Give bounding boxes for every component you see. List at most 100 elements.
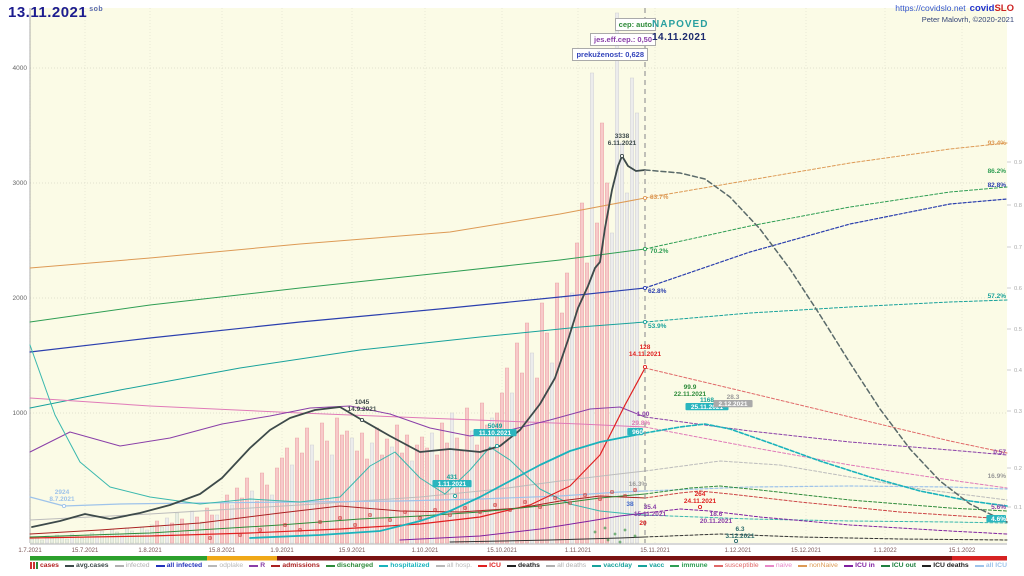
daily-cases-bar xyxy=(350,437,354,544)
daily-cases-bar xyxy=(595,222,599,544)
point-marker xyxy=(452,493,458,499)
point-label: 53.9% xyxy=(648,323,667,330)
brand-logo: covidSLO xyxy=(970,3,1014,14)
series-icu-in xyxy=(399,512,646,541)
legend-item-odplake[interactable]: odplake xyxy=(208,562,243,569)
x-axis-tick: 1.10.2021 xyxy=(412,548,439,554)
series-color-swatch xyxy=(592,564,602,567)
point-label: 6.3 xyxy=(735,526,744,533)
legend-item-susceptible[interactable]: susceptible xyxy=(713,562,759,569)
series-color-swatch xyxy=(65,564,75,567)
series-immune-fc xyxy=(644,186,1008,250)
x-axis-tick: 15.1.2022 xyxy=(949,548,976,554)
legend-item-all-icu[interactable]: all ICU xyxy=(974,562,1007,569)
legend-item-cases[interactable]: cases xyxy=(30,562,59,569)
legend-item-label: vacc xyxy=(649,562,665,569)
legend-item-immune[interactable]: immune xyxy=(670,562,708,569)
daily-cases-bar xyxy=(240,497,244,544)
series-color-swatch xyxy=(974,564,984,567)
x-axis-tick: 15.10.2021 xyxy=(487,548,518,554)
daily-cases-bar xyxy=(545,332,549,544)
site-url-link[interactable]: https://covidslo.net xyxy=(895,3,966,13)
daily-cases-bar xyxy=(620,142,624,544)
legend-item-all-deaths[interactable]: all deaths xyxy=(546,562,586,569)
legend-item-deaths[interactable]: deaths xyxy=(507,562,540,569)
legend-item-r[interactable]: R xyxy=(249,562,265,569)
point-marker xyxy=(642,319,648,325)
daily-cases-bar xyxy=(490,417,494,544)
series-color-swatch xyxy=(507,564,517,567)
point-label: 0.57 xyxy=(993,449,1006,456)
series-vacc-day-fc xyxy=(644,514,1008,524)
legend-item-infected[interactable]: infected xyxy=(114,562,150,569)
point-label: 93.4% xyxy=(988,140,1007,147)
daily-cases-bar xyxy=(600,122,604,544)
legend-item-avg-cases[interactable]: avg.cases xyxy=(65,562,109,569)
series-icu xyxy=(29,367,646,539)
series-color-swatch xyxy=(271,564,281,567)
legend-item-nonnaive[interactable]: nonNaive xyxy=(798,562,838,569)
legend-item-vacc[interactable]: vacc xyxy=(638,562,664,569)
series-hospitalized-fc xyxy=(644,423,1008,507)
legend-item-label: ICU deaths xyxy=(933,562,969,569)
daily-cases-bar xyxy=(165,517,169,544)
legend-item-label: ICU out xyxy=(891,562,917,569)
legend-item-naive[interactable]: naive xyxy=(764,562,792,569)
point-label: 264 xyxy=(695,491,706,498)
daily-cases-bar xyxy=(30,538,34,544)
point-label: 128 xyxy=(640,344,651,351)
point-marker xyxy=(642,285,648,291)
timeline-strip-segment xyxy=(207,556,277,561)
legend-item-icu-deaths[interactable]: ICU deaths xyxy=(922,562,969,569)
legend-item-icu[interactable]: ICU xyxy=(478,562,501,569)
deaths-dots xyxy=(258,528,262,532)
point-marker xyxy=(697,504,703,510)
legend-item-discharged[interactable]: discharged xyxy=(325,562,373,569)
point-label: 86.2% xyxy=(988,168,1007,175)
x-axis-tick: 15.11.2021 xyxy=(640,548,670,554)
series-all-icu-fc xyxy=(644,485,1008,492)
series-admissions xyxy=(29,495,646,535)
daily-cases-bar xyxy=(475,444,479,544)
y-axis-tick-right: 0.7 xyxy=(1014,245,1022,251)
x-axis-tick: 1.7.2021 xyxy=(18,548,42,554)
legend-item-vacc-day[interactable]: vacc/day xyxy=(592,562,632,569)
timeline-strip-segment xyxy=(952,556,1007,561)
series-all-icu xyxy=(29,490,646,507)
legend-item-icu-in[interactable]: ICU in xyxy=(844,562,875,569)
deaths-dots xyxy=(418,516,422,520)
daily-cases-bar xyxy=(70,533,74,544)
brand-covid: covid xyxy=(969,3,995,14)
point-marker xyxy=(642,364,648,370)
daily-cases-bar xyxy=(40,539,44,544)
daily-cases-bar xyxy=(310,444,314,544)
x-axis-tick: 1.8.2021 xyxy=(138,548,162,554)
brand-slo: SLO xyxy=(994,3,1014,14)
y-axis-tick-left: 3000 xyxy=(13,180,28,187)
daily-cases-bar xyxy=(565,272,569,544)
point-label: 1045 xyxy=(355,399,370,406)
icu-out-dots xyxy=(623,528,627,532)
series-color-swatch xyxy=(114,564,124,567)
x-axis-tick: 15.12.2021 xyxy=(791,548,822,554)
deaths-dots xyxy=(508,508,512,512)
legend-item-icu-out[interactable]: ICU out xyxy=(880,562,917,569)
legend-item-all-hosp-[interactable]: all hosp. xyxy=(435,562,472,569)
deaths-dots xyxy=(283,523,287,527)
y-axis-tick-right: 0.4 xyxy=(1014,368,1023,374)
daily-cases-bar xyxy=(590,72,594,544)
series-all-infected xyxy=(29,287,646,353)
daily-cases-bar xyxy=(260,472,264,544)
daily-cases-bar xyxy=(290,464,294,544)
daily-cases-bar xyxy=(125,527,129,544)
daily-cases-bar xyxy=(385,438,389,544)
point-marker xyxy=(61,503,67,509)
legend-item-hospitalized[interactable]: hospitalized xyxy=(379,562,430,569)
daily-cases-bar xyxy=(45,535,49,544)
daily-cases-bar xyxy=(95,535,99,544)
legend-item-admissions[interactable]: admissions xyxy=(271,562,320,569)
daily-cases-bar xyxy=(625,192,629,544)
legend-item-all-infected[interactable]: all infected xyxy=(155,562,202,569)
series-color-swatch xyxy=(922,564,932,567)
y-axis-tick-left: 1000 xyxy=(13,410,28,417)
